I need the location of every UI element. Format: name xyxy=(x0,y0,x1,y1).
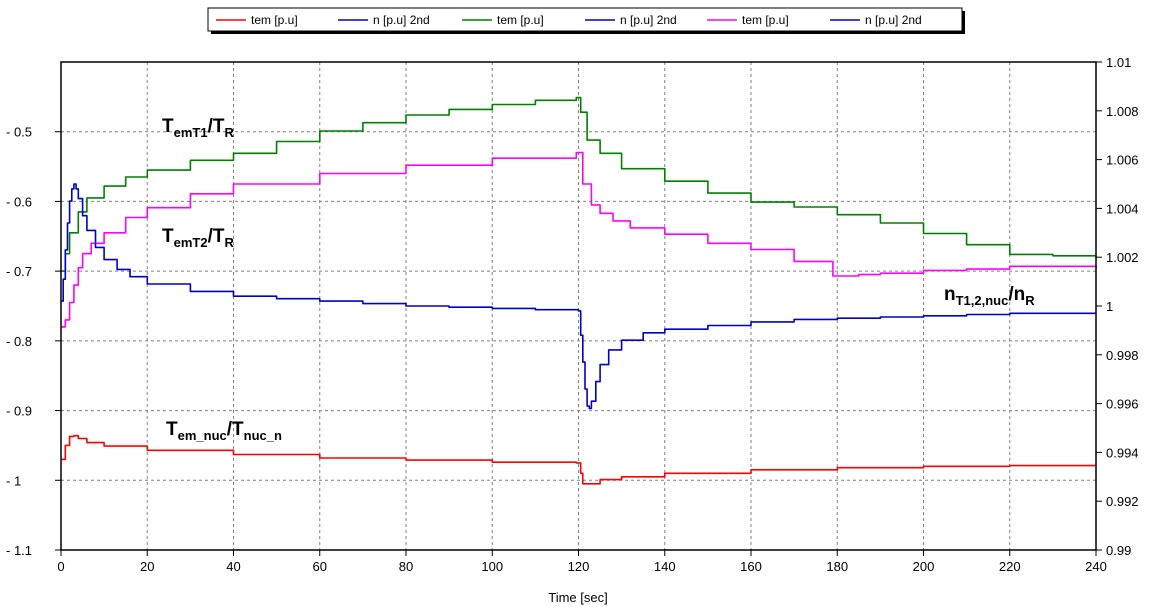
y-right-tick-label: 0.99 xyxy=(1106,543,1131,558)
axes: 0 20 40 60 80 100 120 140 160 180 200 220 240 - 0.5 - … xyxy=(6,55,1139,574)
y-right-tick-label: 0.994 xyxy=(1106,445,1139,460)
annotation-temt1: TemT1/TR xyxy=(162,116,234,140)
annotation-nt12nuc: nT1,2,nuc/nR xyxy=(944,284,1035,308)
y-left-tick-label: - 0.6 xyxy=(6,194,32,209)
y-right-tick-label: 0.998 xyxy=(1106,348,1139,363)
y-right-tick-label: 1 xyxy=(1106,299,1113,314)
x-tick-label: 0 xyxy=(57,559,64,574)
x-tick-label: 80 xyxy=(399,559,413,574)
x-axis-label: Time [sec] xyxy=(548,590,607,605)
x-tick-label: 200 xyxy=(913,559,935,574)
x-tick-label: 40 xyxy=(226,559,240,574)
grid xyxy=(61,62,1096,550)
y-left-tick-label: - 0.5 xyxy=(6,125,32,140)
plot-border xyxy=(60,61,1097,551)
x-tick-label: 60 xyxy=(313,559,327,574)
x-tick-label: 240 xyxy=(1085,559,1107,574)
plot-area xyxy=(60,61,1097,551)
legend-label-1: n [p.u] 2nd xyxy=(373,13,430,27)
y-right-tick-label: 0.996 xyxy=(1106,397,1139,412)
legend-label-5: n [p.u] 2nd xyxy=(865,13,922,27)
legend-label-3: n [p.u] 2nd xyxy=(620,13,677,27)
legend: tem [p.u] n [p.u] 2nd tem [p.u] n [p.u] 2nd… xyxy=(207,7,965,34)
y-right-tick-label: 1.004 xyxy=(1106,201,1139,216)
series-line-0 xyxy=(61,96,1097,272)
y-left-tick-label: - 0.9 xyxy=(6,404,32,419)
x-tick-label: 160 xyxy=(740,559,762,574)
y-left-tick-label: - 0.7 xyxy=(6,264,32,279)
y-right-tick-label: 1.006 xyxy=(1106,153,1139,168)
legend-label-2: tem [p.u] xyxy=(497,13,544,27)
x-tick-label: 220 xyxy=(999,559,1021,574)
y-right-tick-label: 1.01 xyxy=(1106,55,1131,70)
series-line-3 xyxy=(61,434,1096,485)
x-tick-label: 120 xyxy=(568,559,590,574)
series-line-2 xyxy=(61,183,1096,410)
x-tick-label: 140 xyxy=(654,559,676,574)
x-tick-label: 20 xyxy=(140,559,154,574)
y-left-tick-label: - 0.8 xyxy=(6,334,32,349)
y-right-tick-label: 1.008 xyxy=(1106,104,1139,119)
x-tick-label: 180 xyxy=(826,559,848,574)
y-left-tick-label: - 1 xyxy=(6,473,21,488)
annotation-temnuc: Tem_nuc/Tnuc_n xyxy=(166,419,282,443)
series-line-1 xyxy=(61,151,1097,328)
y-right-tick-label: 1.002 xyxy=(1106,250,1139,265)
x-tick-label: 100 xyxy=(481,559,503,574)
annotation-temt2: TemT2/TR xyxy=(162,226,234,250)
series-layer xyxy=(61,96,1097,485)
legend-label-4: tem [p.u] xyxy=(742,13,789,27)
y-right-tick-label: 0.992 xyxy=(1106,494,1139,509)
y-left-tick-label: - 1.1 xyxy=(6,543,32,558)
legend-label-0: tem [p.u] xyxy=(251,13,298,27)
